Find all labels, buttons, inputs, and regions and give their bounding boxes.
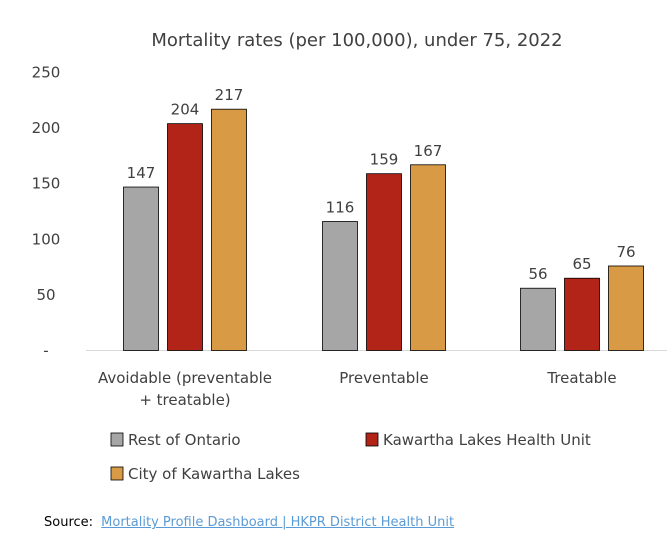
data-label: 167 bbox=[414, 142, 443, 160]
bar bbox=[167, 123, 203, 351]
y-tick-label: 150 bbox=[32, 175, 61, 193]
legend-label: Kawartha Lakes Health Unit bbox=[383, 431, 591, 449]
category-label: Treatable bbox=[546, 369, 616, 387]
y-tick-label: 250 bbox=[32, 64, 61, 82]
legend-swatch bbox=[110, 432, 124, 447]
bar bbox=[322, 221, 358, 351]
category-label: Avoidable (preventable bbox=[98, 369, 272, 387]
legend-swatch bbox=[365, 432, 379, 447]
source-label: Source: bbox=[44, 515, 94, 530]
bar bbox=[366, 173, 402, 351]
data-label: 76 bbox=[616, 243, 635, 261]
legend-label: Rest of Ontario bbox=[128, 431, 241, 449]
data-label: 65 bbox=[572, 255, 591, 273]
bar bbox=[608, 265, 644, 351]
legend-label: City of Kawartha Lakes bbox=[128, 465, 300, 483]
data-label: 217 bbox=[215, 86, 244, 104]
chart-title: Mortality rates (per 100,000), under 75,… bbox=[151, 30, 562, 51]
y-tick-label: 200 bbox=[32, 119, 61, 137]
category-label: Preventable bbox=[339, 369, 428, 387]
y-tick-label: 100 bbox=[32, 230, 61, 248]
bar bbox=[211, 108, 247, 351]
category-labels: Avoidable (preventable + treatable) Preven… bbox=[98, 369, 617, 409]
bar bbox=[123, 186, 159, 351]
legend: Rest of Ontario Kawartha Lakes Health Uni… bbox=[110, 431, 591, 483]
data-label: 204 bbox=[171, 101, 200, 119]
data-labels: 147 204 217 116 159 167 56 65 76 bbox=[127, 86, 636, 283]
y-tick-label: 50 bbox=[36, 286, 55, 304]
bar bbox=[410, 164, 446, 351]
bar-series bbox=[123, 108, 644, 351]
source-link[interactable]: Mortality Profile Dashboard | HKPR Distr… bbox=[101, 515, 455, 530]
y-tick-label: - bbox=[43, 342, 48, 360]
data-label: 159 bbox=[370, 151, 399, 169]
bar bbox=[520, 287, 556, 351]
source-line: Source: Mortality Profile Dashboard | HK… bbox=[44, 515, 454, 530]
category-label: + treatable) bbox=[139, 391, 230, 409]
bar bbox=[564, 277, 600, 351]
data-label: 116 bbox=[326, 199, 355, 217]
legend-swatch bbox=[110, 466, 124, 481]
mortality-chart: Mortality rates (per 100,000), under 75,… bbox=[32, 30, 667, 483]
data-label: 56 bbox=[528, 265, 547, 283]
data-label: 147 bbox=[127, 164, 156, 182]
